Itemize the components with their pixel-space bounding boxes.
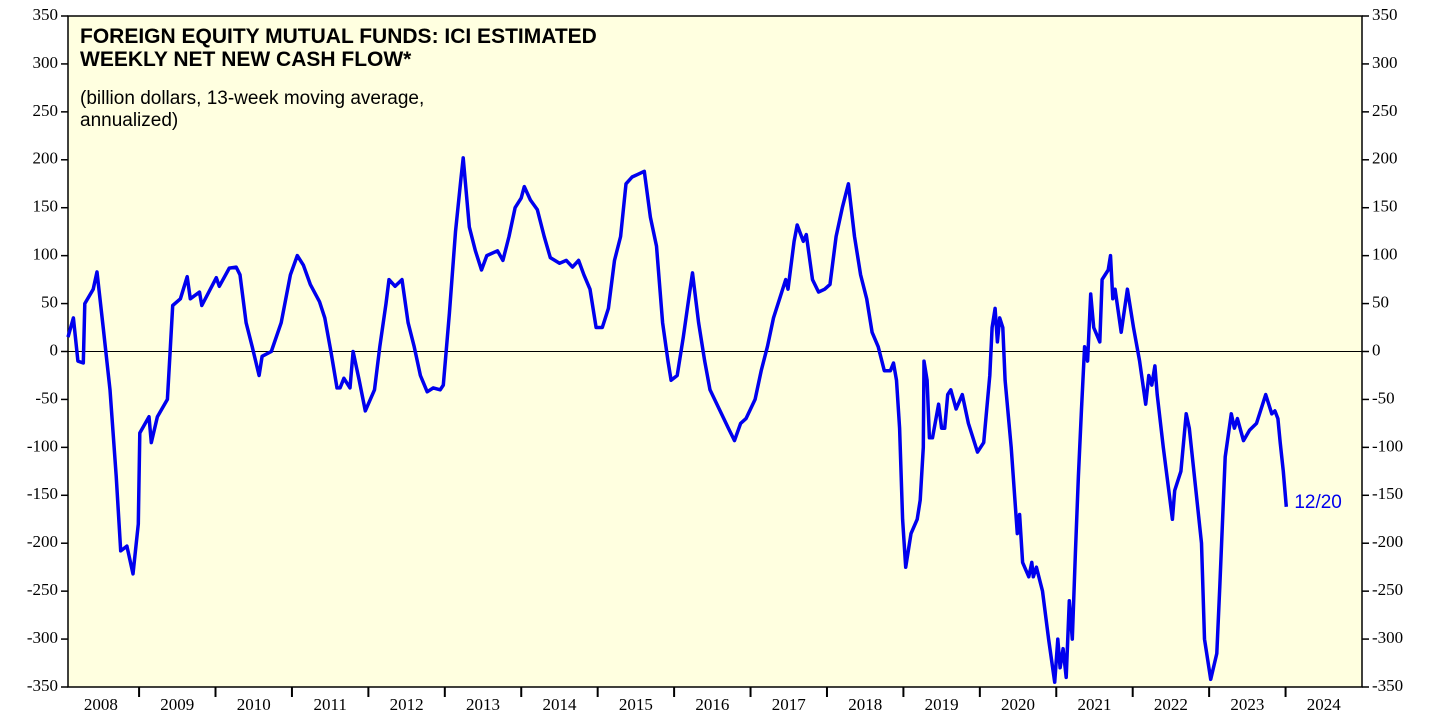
y-tick-label: -150 [27, 484, 58, 503]
x-tick-label: 2017 [772, 695, 807, 714]
y-tick-label: 300 [33, 53, 59, 72]
y2-tick-label: 200 [1372, 149, 1398, 168]
y2-tick-label: 350 [1372, 5, 1398, 24]
y2-tick-label: -50 [1372, 388, 1395, 407]
y2-tick-label: -350 [1372, 676, 1403, 695]
y-tick-label: -250 [27, 580, 58, 599]
y2-tick-label: -100 [1372, 436, 1403, 455]
y-tick-label: 100 [33, 245, 59, 264]
x-tick-label: 2016 [695, 695, 729, 714]
x-tick-label: 2008 [84, 695, 118, 714]
x-tick-label: 2018 [848, 695, 882, 714]
x-tick-label: 2012 [390, 695, 424, 714]
y2-tick-label: 0 [1372, 340, 1381, 359]
y2-tick-label: 250 [1372, 101, 1398, 120]
y-tick-label: -50 [35, 388, 58, 407]
y-tick-label: -300 [27, 628, 58, 647]
x-tick-label: 2021 [1077, 695, 1111, 714]
y-tick-label: 0 [50, 340, 59, 359]
y2-tick-label: -150 [1372, 484, 1403, 503]
y-tick-label: -350 [27, 676, 58, 695]
y2-tick-label: -200 [1372, 532, 1403, 551]
y-tick-label: 150 [33, 197, 59, 216]
y-tick-label: 50 [41, 292, 58, 311]
annotation: 12/20 [1294, 492, 1342, 513]
y-tick-label: 250 [33, 101, 59, 120]
y2-tick-label: 100 [1372, 245, 1398, 264]
x-tick-label: 2011 [313, 695, 346, 714]
x-tick-label: 2019 [925, 695, 959, 714]
x-tick-label: 2009 [160, 695, 194, 714]
chart-title: WEEKLY NET NEW CASH FLOW* [80, 48, 412, 71]
data-line [66, 156, 1289, 684]
chart-subtitle: (billion dollars, 13-week moving average… [80, 88, 424, 109]
x-tick-label: 2014 [542, 695, 577, 714]
x-tick-label: 2023 [1230, 695, 1264, 714]
y-tick-label: -100 [27, 436, 58, 455]
y-tick-label: 350 [33, 5, 59, 24]
y2-tick-label: 50 [1372, 292, 1389, 311]
x-tick-label: 2020 [1001, 695, 1035, 714]
x-tick-label: 2022 [1154, 695, 1188, 714]
y-tick-label: -200 [27, 532, 58, 551]
chart-title: FOREIGN EQUITY MUTUAL FUNDS: ICI ESTIMAT… [80, 25, 597, 48]
y2-tick-label: 300 [1372, 53, 1398, 72]
x-tick-label: 2024 [1307, 695, 1342, 714]
y2-tick-label: 150 [1372, 197, 1398, 216]
y2-tick-label: -250 [1372, 580, 1403, 599]
x-tick-label: 2013 [466, 695, 500, 714]
x-tick-label: 2010 [237, 695, 271, 714]
x-tick-label: 2015 [619, 695, 653, 714]
y-tick-label: 200 [33, 149, 59, 168]
chart-subtitle: annualized) [80, 110, 178, 131]
y2-tick-label: -300 [1372, 628, 1403, 647]
